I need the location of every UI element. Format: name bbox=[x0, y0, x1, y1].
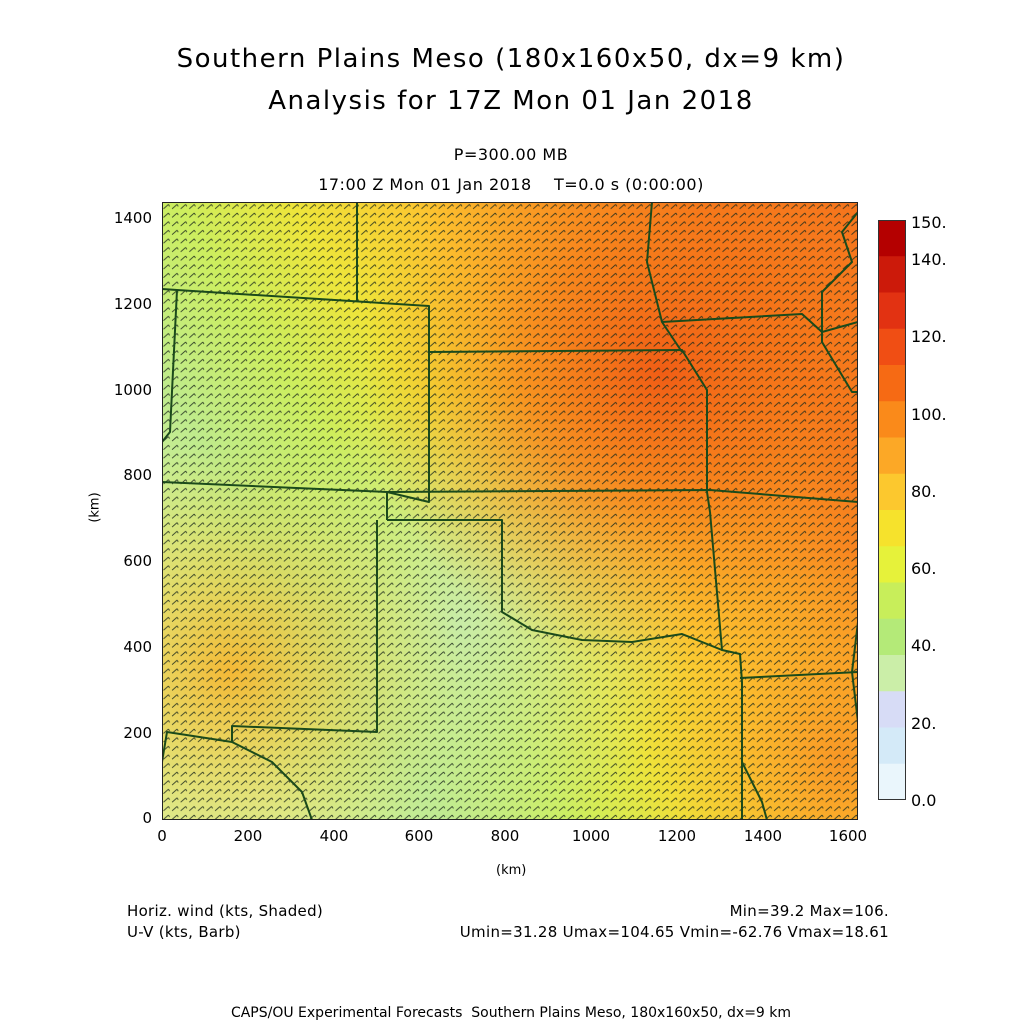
kansas-boundary bbox=[428, 349, 711, 513]
missouri-river bbox=[646, 202, 683, 353]
colorbar-cell bbox=[878, 365, 906, 402]
x-tick-label: 1200 bbox=[657, 827, 697, 845]
colorbar-label: 20. bbox=[911, 714, 937, 733]
x-tick-label: 1000 bbox=[571, 827, 611, 845]
y-tick-label: 200 bbox=[123, 724, 152, 742]
x-tick-label: 1600 bbox=[828, 827, 868, 845]
colorbar-cell bbox=[878, 655, 906, 692]
y-tick-label: 1400 bbox=[113, 209, 152, 227]
colorbar-cell bbox=[878, 256, 906, 293]
colorbar-cell bbox=[878, 546, 906, 583]
barb-field-legend: U-V (kts, Barb) bbox=[127, 923, 241, 941]
y-tick-label: 0 bbox=[142, 809, 152, 827]
colorbar-cell bbox=[878, 292, 906, 330]
oklahoma-kansas-boundary bbox=[162, 481, 858, 503]
pressure-level: P=300.00 MB bbox=[453, 145, 569, 164]
colorbar-label: 40. bbox=[911, 636, 937, 655]
uv-stats: Umin=31.28 Umax=104.65 Vmin=-62.76 Vmax=… bbox=[459, 923, 889, 941]
x-tick-label: 200 bbox=[233, 827, 263, 845]
arkansas-border bbox=[709, 511, 743, 820]
colorbar-cell bbox=[878, 763, 906, 800]
shaded-field-legend: Horiz. wind (kts, Shaded) bbox=[127, 902, 324, 920]
colorbar-cell bbox=[878, 220, 906, 257]
y-axis-unit: (km) bbox=[87, 492, 103, 523]
rio-grande bbox=[231, 741, 313, 820]
plot-frame bbox=[162, 202, 858, 820]
wind-speed-map bbox=[162, 202, 858, 820]
iowa-boundary bbox=[661, 313, 858, 333]
min-max-stats: Min=39.2 Max=106. bbox=[729, 902, 889, 920]
colorbar-label: 120. bbox=[911, 327, 947, 346]
colorbar-frame bbox=[878, 220, 906, 800]
colorbar-cell bbox=[878, 401, 906, 438]
oklahoma-texas-boundary bbox=[387, 519, 723, 651]
new-mexico-boundary bbox=[162, 520, 378, 763]
y-tick-label: 400 bbox=[123, 638, 152, 656]
x-tick-label: 600 bbox=[404, 827, 434, 845]
colorbar bbox=[878, 220, 906, 800]
louisiana-boundary bbox=[739, 671, 858, 679]
colorbar-cell bbox=[878, 727, 906, 765]
colorbar-cell bbox=[878, 473, 906, 511]
footer-credit: CAPS/OU Experimental Forecasts Southern … bbox=[230, 1005, 792, 1021]
valid-time: 17:00 Z Mon 01 Jan 2018 T=0.0 s (0:00:00… bbox=[318, 175, 704, 194]
utah-boundary bbox=[162, 289, 178, 443]
state-boundaries bbox=[162, 202, 858, 820]
colorbar-label: 100. bbox=[911, 405, 947, 424]
red-river-lower bbox=[741, 761, 768, 820]
analysis-title: Analysis for 17Z Mon 01 Jan 2018 bbox=[268, 86, 754, 116]
colorbar-label: 140. bbox=[911, 250, 947, 269]
x-tick-label: 400 bbox=[319, 827, 349, 845]
x-tick-label: 0 bbox=[157, 827, 167, 845]
y-tick-label: 800 bbox=[123, 466, 152, 484]
x-axis-unit: (km) bbox=[496, 863, 527, 878]
y-tick-label: 1000 bbox=[113, 381, 152, 399]
colorbar-cell bbox=[878, 510, 906, 547]
y-tick-label: 600 bbox=[123, 552, 152, 570]
mississippi-river bbox=[821, 211, 858, 393]
east-edge-boundary bbox=[851, 621, 858, 723]
colorbar-cell bbox=[878, 691, 906, 728]
y-tick-label: 1200 bbox=[113, 295, 152, 313]
colorbar-label: 80. bbox=[911, 482, 937, 501]
colorbar-label: 150. bbox=[911, 213, 947, 232]
x-tick-label: 1400 bbox=[743, 827, 783, 845]
colorbar-cell bbox=[878, 328, 906, 366]
main-title: Southern Plains Meso (180x160x50, dx=9 k… bbox=[176, 44, 846, 74]
colorbar-cell bbox=[878, 618, 906, 656]
x-tick-label: 800 bbox=[490, 827, 520, 845]
colorbar-label: 0.0 bbox=[911, 791, 937, 810]
colorbar-cells bbox=[878, 220, 906, 800]
colorado-boundary bbox=[162, 288, 430, 503]
colorbar-label: 60. bbox=[911, 559, 937, 578]
colorbar-cell bbox=[878, 582, 906, 620]
colorbar-cell bbox=[878, 437, 906, 475]
